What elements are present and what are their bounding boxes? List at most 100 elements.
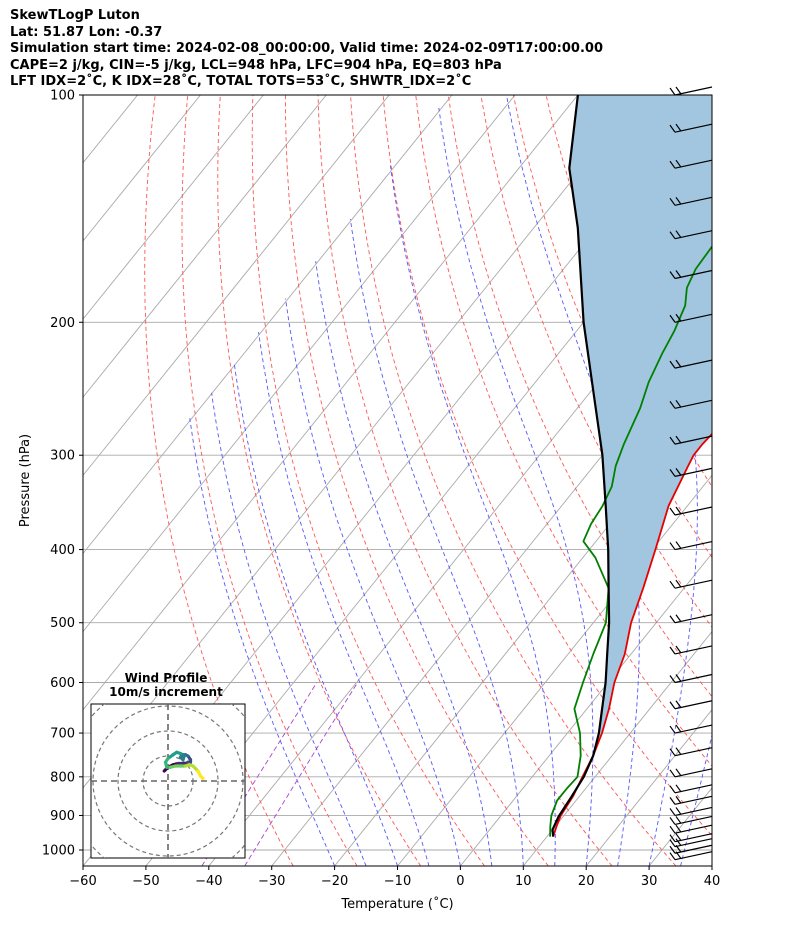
moist-adiabat-line bbox=[233, 362, 398, 866]
isotherm-line bbox=[83, 95, 327, 398]
wind-barb-flag bbox=[669, 675, 676, 683]
y-tick-label: 400 bbox=[50, 543, 75, 558]
wind-barb-flag bbox=[675, 159, 682, 168]
isotherm-line bbox=[711, 865, 712, 866]
wind-barb-flag bbox=[675, 795, 682, 804]
dry-adiabat-line bbox=[742, 95, 794, 866]
wind-barb-flag bbox=[675, 724, 682, 733]
dry-adiabat-line bbox=[415, 95, 712, 767]
wind-barb bbox=[669, 838, 713, 848]
wind-barb-flag bbox=[669, 615, 676, 624]
wind-barb-flag bbox=[669, 796, 676, 805]
wind-barb bbox=[669, 159, 713, 169]
wind-barb-flag bbox=[675, 747, 682, 756]
isotherm-line bbox=[83, 95, 390, 477]
wind-barb bbox=[669, 196, 713, 206]
wind-barb-flag bbox=[669, 160, 676, 169]
wind-barb bbox=[669, 700, 713, 710]
moist-adiabat-line bbox=[389, 165, 556, 866]
wind-barb-flag bbox=[675, 674, 682, 682]
wind-barb bbox=[669, 230, 713, 240]
chart-title: SkewTLogP Luton bbox=[10, 8, 140, 23]
wind-barb bbox=[669, 435, 713, 445]
y-tick-label: 100 bbox=[50, 89, 75, 104]
wind-barb-flag bbox=[675, 838, 682, 847]
hodograph-subtitle: 10m/s increment bbox=[109, 685, 223, 699]
wind-barb bbox=[669, 359, 713, 369]
wind-barb-flag bbox=[675, 230, 682, 239]
isotherm-line bbox=[334, 396, 712, 866]
dry-adiabat-line bbox=[317, 95, 613, 866]
y-tick-label: 600 bbox=[50, 676, 75, 691]
wind-barb bbox=[669, 673, 713, 684]
y-tick-label: 700 bbox=[50, 727, 75, 742]
moist-adiabat-line bbox=[744, 95, 794, 866]
moist-adiabat-line bbox=[349, 219, 524, 866]
wind-barb-flag bbox=[669, 271, 676, 279]
y-tick-label: 1000 bbox=[42, 844, 75, 859]
wind-barb bbox=[669, 784, 713, 794]
wind-barb-flag bbox=[675, 86, 682, 95]
x-tick-label: −20 bbox=[321, 874, 348, 889]
hodograph-title: Wind Profile bbox=[125, 671, 208, 685]
wind-barb bbox=[669, 824, 713, 834]
dry-adiabat-line bbox=[284, 95, 549, 866]
moist-adiabat-line bbox=[258, 331, 430, 866]
wind-barb-flag bbox=[675, 807, 682, 815]
isotherm-line bbox=[460, 552, 712, 866]
wind-barb-flag bbox=[669, 436, 676, 445]
x-tick-label: 30 bbox=[641, 874, 658, 889]
stability-indices-2: LFT IDX=2˚C, K IDX=28˚C, TOTAL TOTS=53˚C… bbox=[10, 74, 472, 90]
x-tick-label: −10 bbox=[384, 874, 411, 889]
wind-barb-flag bbox=[669, 808, 676, 816]
wind-barb-flag bbox=[669, 400, 676, 409]
dry-adiabat-line bbox=[513, 95, 712, 559]
wind-barb-flag bbox=[669, 469, 676, 477]
wind-barb-flag bbox=[669, 825, 676, 834]
wind-barb-flag bbox=[675, 468, 682, 476]
dry-adiabat-line bbox=[350, 95, 677, 866]
dry-adiabat-line bbox=[774, 95, 794, 866]
wind-barb bbox=[669, 806, 713, 817]
wind-barb bbox=[669, 747, 713, 757]
wind-barb bbox=[669, 399, 713, 409]
x-tick-label: −30 bbox=[258, 874, 285, 889]
wind-barb-flag bbox=[669, 845, 676, 854]
moist-adiabat-line bbox=[711, 864, 712, 866]
x-tick-label: −50 bbox=[132, 874, 159, 889]
wind-barb-flag bbox=[675, 196, 682, 205]
y-tick-label: 300 bbox=[50, 449, 75, 464]
y-tick-label: 900 bbox=[50, 809, 75, 824]
cape-shading bbox=[552, 95, 712, 837]
wind-barb-flag bbox=[669, 231, 676, 240]
wind-barb-flag bbox=[669, 507, 676, 516]
wind-barb-flag bbox=[675, 768, 682, 777]
dry-adiabat-line bbox=[217, 95, 422, 866]
simulation-times: Simulation start time: 2024-02-08_00:00:… bbox=[10, 41, 603, 57]
isotherm-line bbox=[585, 709, 712, 866]
wind-barb-flag bbox=[675, 645, 682, 654]
location-coordinates: Lat: 51.87 Lon: -0.37 bbox=[10, 24, 163, 40]
wind-barb bbox=[669, 579, 713, 589]
wind-barb-flag bbox=[669, 834, 676, 843]
y-tick-label: 800 bbox=[50, 770, 75, 785]
wind-barb bbox=[669, 467, 713, 477]
wind-barb-flag bbox=[669, 725, 676, 734]
isotherm-line bbox=[522, 630, 712, 866]
wind-barb-flag bbox=[669, 542, 676, 550]
y-tick-label: 500 bbox=[50, 616, 75, 631]
isotherm-line bbox=[83, 95, 264, 320]
wind-barb bbox=[669, 506, 713, 516]
dry-adiabat-line bbox=[708, 95, 712, 105]
wind-barb-flag bbox=[669, 314, 676, 323]
x-tick-label: 10 bbox=[515, 874, 532, 889]
moist-adiabat-line bbox=[315, 261, 493, 866]
wind-barb-flag bbox=[675, 784, 682, 793]
dry-adiabat-line bbox=[545, 95, 712, 488]
wind-barb bbox=[669, 86, 713, 96]
wind-barb-flag bbox=[675, 541, 682, 549]
wind-barb bbox=[669, 768, 713, 778]
wind-barb bbox=[669, 724, 713, 734]
wind-barb bbox=[669, 795, 713, 805]
